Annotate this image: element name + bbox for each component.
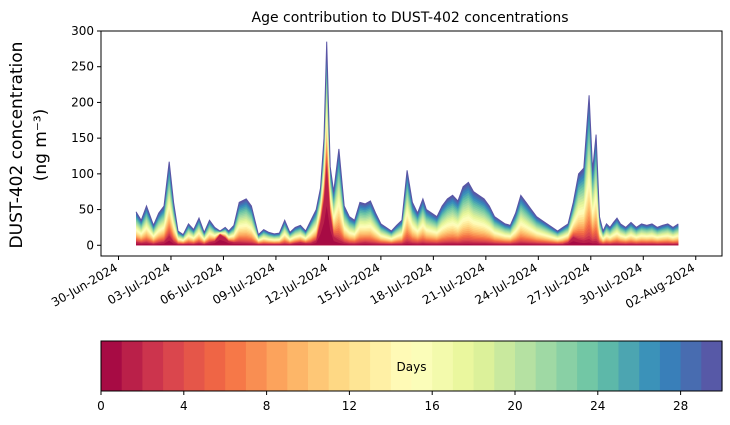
colorbar-tick: 4 [180, 391, 188, 413]
colorbar-bin [473, 341, 495, 391]
colorbar-frame [100, 340, 723, 392]
y-tick: 100 [71, 167, 101, 181]
y-tick-label: 300 [71, 24, 94, 38]
colorbar-bin [121, 341, 143, 391]
colorbar-tick: 12 [342, 391, 357, 413]
colorbar-bin [577, 341, 599, 391]
colorbar-bin [535, 341, 557, 391]
colorbar-bin [183, 341, 206, 391]
colorbar-bin [701, 341, 723, 391]
y-tick-label: 0 [86, 238, 94, 252]
colorbar-tick: 28 [673, 391, 688, 413]
y-tick-label: 150 [71, 131, 94, 145]
colorbar-tick-label: 24 [590, 399, 605, 413]
colorbar-tick: 0 [97, 391, 105, 413]
colorbar-bin [308, 341, 330, 391]
y-tick-label: 100 [71, 167, 94, 181]
age-layers [136, 41, 679, 246]
colorbar-bin [204, 341, 226, 391]
colorbar-bin [432, 341, 454, 391]
colorbar-bin [101, 341, 123, 391]
colorbar-bin [494, 341, 516, 391]
y-tick: 50 [79, 203, 101, 217]
plot-frame [100, 30, 723, 257]
plot-area [100, 30, 723, 257]
colorbar-tick-label: 0 [97, 399, 105, 413]
colorbar-tick: 8 [263, 391, 271, 413]
colorbar-bin [411, 341, 433, 391]
colorbar-tick-label: 12 [342, 399, 357, 413]
colorbar-tick: 16 [425, 391, 440, 413]
colorbar-bin [515, 341, 537, 391]
colorbar-bin [597, 341, 620, 391]
colorbar-bin [680, 341, 702, 391]
y-tick-label: 200 [71, 95, 94, 109]
y-axis-label-line2: (ng m⁻³) [31, 109, 51, 182]
y-tick: 250 [71, 60, 101, 74]
colorbar-tick-label: 8 [263, 399, 271, 413]
colorbar-tick-label: 4 [180, 399, 188, 413]
y-tick-label: 250 [71, 60, 94, 74]
y-tick: 0 [86, 238, 101, 252]
colorbar-label: Days [397, 360, 427, 374]
colorbar-bin [390, 341, 413, 391]
chart-title: Age contribution to DUST-402 concentrati… [252, 10, 569, 26]
y-tick-label: 50 [79, 203, 94, 217]
y-axis-label-line1: DUST-402 concentration [7, 42, 27, 249]
colorbar-tick-label: 16 [425, 399, 440, 413]
colorbar-tick-label: 20 [507, 399, 522, 413]
colorbar-bin [266, 341, 288, 391]
y-axis-label: DUST-402 concentration (ng m⁻³) [7, 42, 51, 249]
colorbar-bin [163, 341, 185, 391]
age-layer-day-11 [136, 129, 679, 246]
colorbar-bin [556, 341, 578, 391]
colorbar-bin [328, 341, 350, 391]
y-axis: 0 50 100 150 200 250 300 [71, 24, 101, 252]
colorbar: Days 0 4 8 12 16 20 24 28 [97, 340, 723, 413]
x-axis: 30-Jun-202403-Jul-202406-Jul-202409-Jul-… [49, 256, 697, 311]
y-tick: 150 [71, 131, 101, 145]
colorbar-bin [245, 341, 268, 391]
colorbar-bin [618, 341, 640, 391]
colorbar-bin [142, 341, 164, 391]
colorbar-bin [452, 341, 475, 391]
colorbar-tick-label: 28 [673, 399, 688, 413]
colorbar-bin [287, 341, 309, 391]
colorbar-bin [659, 341, 682, 391]
colorbar-bin [639, 341, 661, 391]
colorbar-tick: 20 [507, 391, 523, 413]
y-tick: 300 [71, 24, 101, 38]
colorbar-bin [349, 341, 371, 391]
colorbar-bin [370, 341, 392, 391]
y-tick: 200 [71, 95, 101, 109]
colorbar-tick: 24 [590, 391, 605, 413]
colorbar-bin [225, 341, 247, 391]
total-concentration-line [135, 41, 679, 236]
